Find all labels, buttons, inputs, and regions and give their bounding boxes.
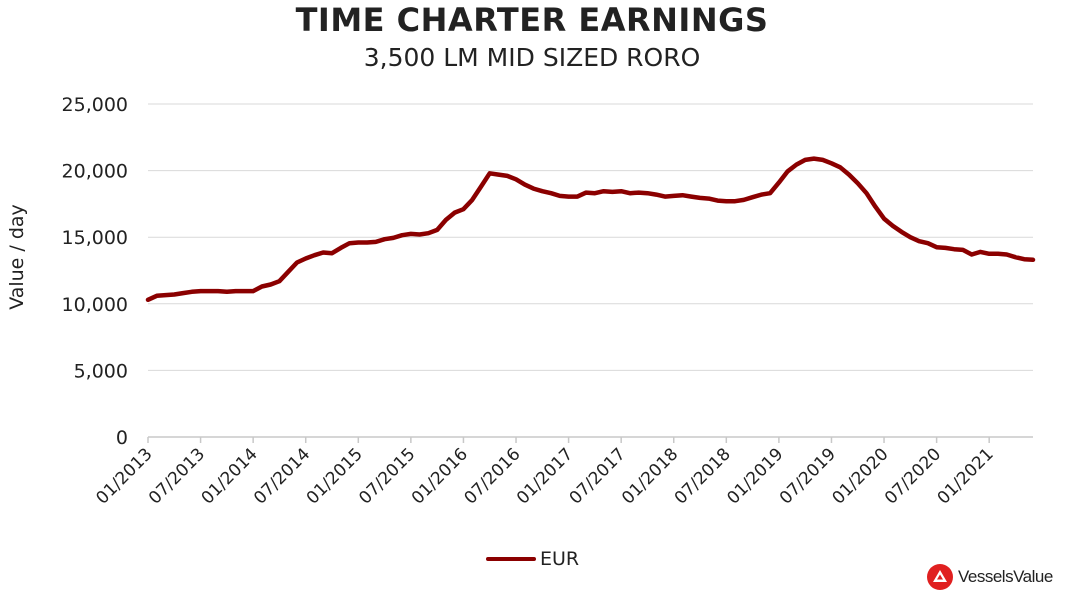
legend-label-eur: EUR — [540, 548, 580, 570]
chart-title: TIME CHARTER EARNINGS — [295, 1, 769, 39]
x-tick-label: 07/2019 — [776, 444, 840, 508]
x-tick-label: 01/2015 — [303, 444, 367, 508]
legend[interactable]: EUR — [486, 548, 579, 570]
x-tick-label: 07/2016 — [460, 444, 524, 508]
y-axis: 0 5,000 10,000 15,000 20,000 25,000 — [62, 94, 128, 449]
y-axis-title: Value / day — [6, 204, 28, 310]
x-axis — [147, 436, 1033, 443]
x-tick-label: 07/2017 — [566, 444, 630, 508]
x-tick-label: 07/2020 — [881, 444, 945, 508]
brand-name: VesselsValue — [958, 567, 1053, 586]
chart-subtitle: 3,500 LM MID SIZED RORO — [363, 43, 701, 72]
series-line-eur — [145, 156, 1036, 303]
x-tick-label: 07/2013 — [145, 444, 209, 508]
x-tick-label: 07/2014 — [250, 444, 314, 508]
brand-logo: VesselsValue — [926, 563, 1053, 591]
vesselsvalue-logo-icon — [927, 564, 953, 590]
gridlines — [148, 103, 1033, 371]
x-tick-label: 01/2016 — [408, 444, 472, 508]
x-tick-label: 01/2019 — [723, 444, 787, 508]
y-tick-label: 0 — [116, 427, 128, 449]
y-tick-label: 20,000 — [62, 161, 128, 183]
x-tick-label: 07/2015 — [355, 444, 419, 508]
x-axis-labels: 01/201307/201301/201407/201401/201507/20… — [92, 444, 997, 508]
x-tick-label: 01/2020 — [828, 444, 892, 508]
y-tick-label: 5,000 — [74, 360, 128, 382]
x-tick-label: 01/2014 — [198, 444, 262, 508]
x-tick-label: 01/2017 — [513, 444, 577, 508]
x-tick-label: 07/2018 — [671, 444, 735, 508]
series-layer — [145, 156, 1036, 303]
x-tick-label: 01/2013 — [92, 444, 156, 508]
y-tick-label: 10,000 — [62, 294, 128, 316]
y-tick-label: 25,000 — [62, 94, 128, 116]
legend-swatch-eur — [486, 557, 536, 561]
x-tick-label: 01/2021 — [934, 444, 998, 508]
x-tick-label: 01/2018 — [618, 444, 682, 508]
y-tick-label: 15,000 — [62, 227, 128, 249]
